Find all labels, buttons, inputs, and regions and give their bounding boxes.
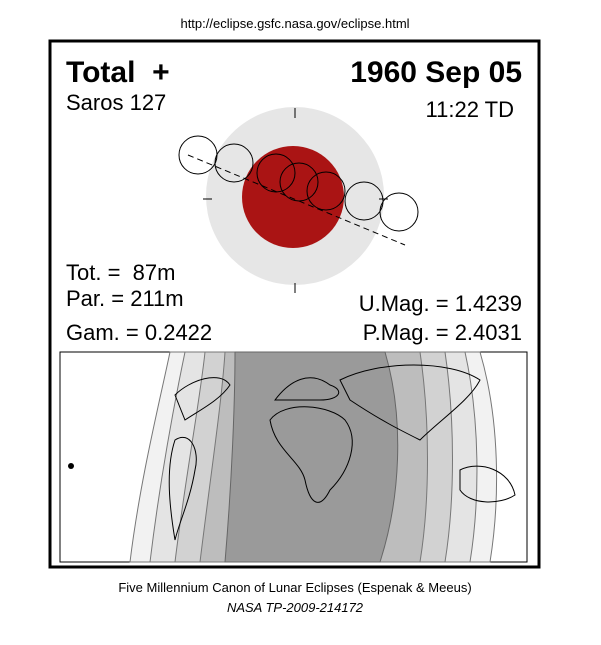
- canon-credit: Five Millennium Canon of Lunar Eclipses …: [118, 580, 471, 595]
- date: 1960 Sep 05: [350, 56, 522, 89]
- moon-positions: [178, 135, 419, 232]
- umbral-magnitude: U.Mag. = 1.4239: [359, 291, 522, 316]
- gamma: Gam. = 0.2422: [66, 320, 212, 345]
- url: http://eclipse.gsfc.nasa.gov/eclipse.htm…: [180, 16, 409, 31]
- eclipse-type: Total +: [66, 56, 170, 89]
- total-duration: Tot. = 87m: [66, 260, 175, 285]
- moon-path: [187, 154, 406, 246]
- visibility-map: [59, 351, 528, 563]
- frame: [48, 39, 541, 569]
- saros: Saros 127: [66, 90, 166, 115]
- axis-ticks: [203, 108, 388, 293]
- time: 11:22 TD: [426, 97, 514, 122]
- partial-duration: Par. = 211m: [66, 286, 184, 311]
- penumbral-magnitude: P.Mag. = 2.4031: [363, 320, 522, 345]
- publication: NASA TP-2009-214172: [227, 600, 364, 615]
- umbra: [242, 146, 344, 248]
